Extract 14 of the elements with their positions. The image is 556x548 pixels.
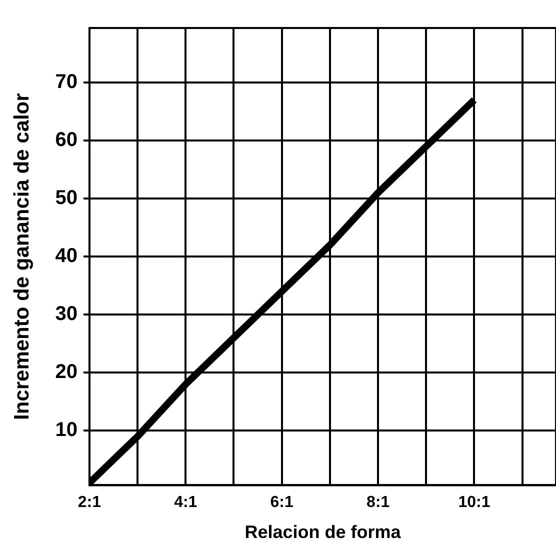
x-tick-label: 10:1	[458, 494, 490, 512]
y-tick-label: 10	[55, 419, 78, 442]
x-tick-label: 6:1	[270, 494, 294, 512]
x-axis-title: Relacion de forma	[244, 522, 402, 542]
x-tick-label: 4:1	[174, 494, 198, 512]
y-tick-label: 30	[55, 303, 78, 326]
y-tick-label: 60	[55, 129, 78, 152]
x-tick-label: 2:1	[78, 494, 102, 512]
y-tick-label: 50	[55, 187, 78, 210]
y-axis-title: Incremento de ganancia de calor	[10, 93, 34, 420]
y-tick-label: 20	[55, 361, 78, 384]
y-tick-label: 70	[55, 71, 78, 94]
x-tick-label: 8:1	[366, 494, 390, 512]
y-tick-label: 40	[55, 245, 78, 268]
